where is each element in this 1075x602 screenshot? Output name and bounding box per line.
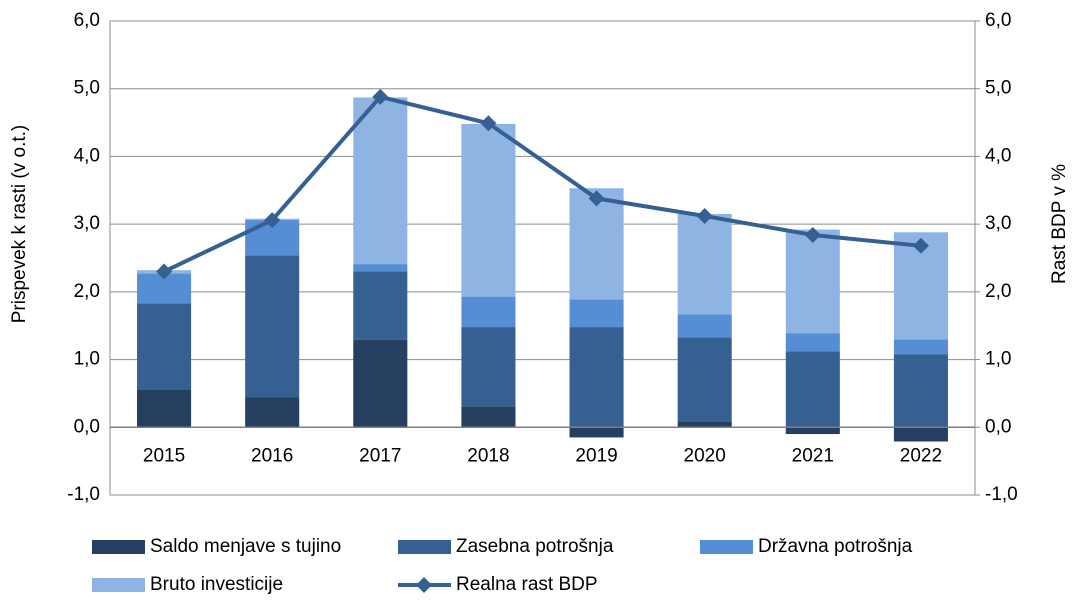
line xyxy=(163,94,922,274)
y2-tick-label: 2,0 xyxy=(985,281,1011,302)
marker xyxy=(696,208,713,225)
y-tick-label: 3,0 xyxy=(74,213,100,234)
plot-border xyxy=(109,20,976,496)
bar xyxy=(137,389,192,428)
y-tick-label: 0,0 xyxy=(74,416,100,437)
x-tick-label: 2017 xyxy=(359,445,401,466)
legend-marker xyxy=(416,577,432,593)
y-tick-label: 5,0 xyxy=(74,78,100,99)
bar xyxy=(785,351,840,428)
legend-label: Državna potrošnja xyxy=(758,536,913,557)
x-tick-label: 2015 xyxy=(143,445,185,466)
y-tick-label: 4,0 xyxy=(74,145,100,166)
bar xyxy=(461,327,516,407)
bar xyxy=(245,397,300,428)
y-tick-label: 1,0 xyxy=(74,349,100,370)
x-tick-label: 2016 xyxy=(251,445,293,466)
marker xyxy=(912,237,929,254)
y-tick-label: -1,0 xyxy=(67,484,100,505)
legend-label: Realna rast BDP xyxy=(456,574,598,595)
bar xyxy=(353,339,408,428)
x-tick-label: 2020 xyxy=(684,445,726,466)
x-tick-label: 2021 xyxy=(792,445,834,466)
bar xyxy=(569,427,624,438)
legend-swatch xyxy=(92,578,145,592)
legend-swatch xyxy=(700,540,753,554)
legend-label: Zasebna potrošnja xyxy=(456,536,614,557)
marker xyxy=(264,212,281,229)
bar xyxy=(677,337,732,422)
marker xyxy=(588,190,605,207)
bar xyxy=(461,123,516,297)
y2-tick-label: 5,0 xyxy=(985,78,1011,99)
bar xyxy=(893,339,948,355)
bar xyxy=(353,271,408,340)
bar xyxy=(569,299,624,328)
bar xyxy=(785,333,840,352)
marker xyxy=(804,226,821,243)
legend-swatch xyxy=(92,540,145,554)
bar xyxy=(353,97,408,265)
bar xyxy=(461,406,516,428)
legend-swatch xyxy=(398,540,451,554)
legend-label: Bruto investicije xyxy=(150,574,283,595)
y2-axis-label: Rast BDP v % xyxy=(1049,164,1070,284)
y-axis-label: Prispevek k rasti (v o.t.) xyxy=(9,125,30,324)
legend-label: Saldo menjave s tujino xyxy=(150,536,341,557)
bar xyxy=(461,296,516,328)
marker xyxy=(156,263,173,280)
bar xyxy=(137,303,192,390)
y2-tick-label: 0,0 xyxy=(985,416,1011,437)
marker xyxy=(372,88,389,105)
y2-tick-label: -1,0 xyxy=(985,484,1018,505)
bar xyxy=(785,229,840,334)
bar xyxy=(677,421,732,428)
x-tick-label: 2018 xyxy=(467,445,509,466)
y2-tick-label: 1,0 xyxy=(985,349,1011,370)
bar xyxy=(677,213,732,315)
y-tick-label: 6,0 xyxy=(74,10,100,31)
bar xyxy=(893,354,948,428)
bar xyxy=(893,427,948,442)
y-tick-label: 2,0 xyxy=(74,281,100,302)
bar xyxy=(785,427,840,435)
x-tick-label: 2019 xyxy=(575,445,617,466)
bar xyxy=(677,314,732,338)
marker xyxy=(480,115,497,132)
bar xyxy=(245,255,300,398)
y2-tick-label: 3,0 xyxy=(985,213,1011,234)
y2-tick-label: 4,0 xyxy=(985,145,1011,166)
y2-tick-label: 6,0 xyxy=(985,10,1011,31)
bar xyxy=(569,327,624,428)
bar xyxy=(353,264,408,272)
x-tick-label: 2022 xyxy=(900,445,942,466)
bar xyxy=(569,188,624,300)
